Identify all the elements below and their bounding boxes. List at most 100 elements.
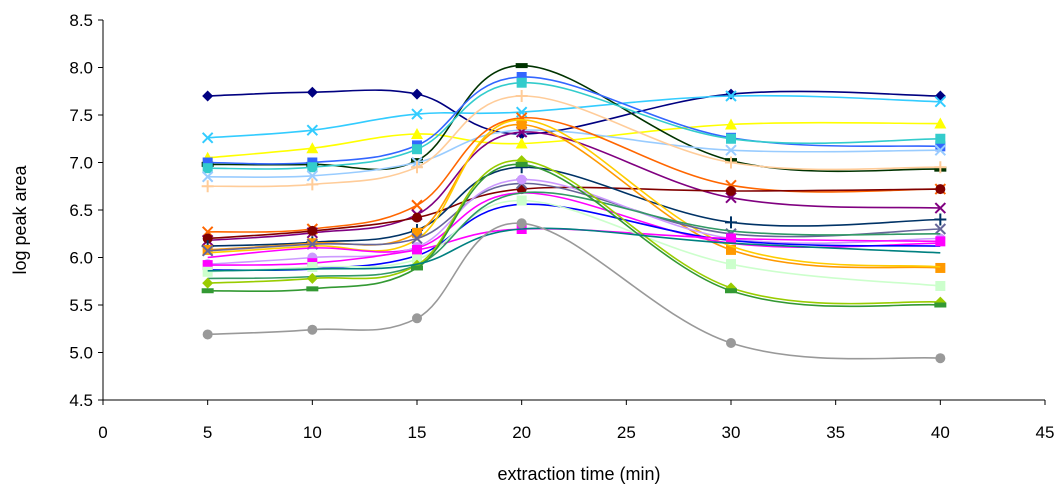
series-7 bbox=[201, 124, 947, 183]
series-21 bbox=[207, 191, 941, 280]
data-point bbox=[935, 133, 946, 144]
x-tick-label: 35 bbox=[826, 423, 845, 442]
data-point bbox=[726, 259, 736, 270]
data-point bbox=[411, 265, 423, 271]
data-point bbox=[307, 262, 318, 272]
data-point bbox=[411, 232, 423, 245]
data-point bbox=[412, 254, 422, 265]
data-point bbox=[202, 233, 213, 244]
data-point bbox=[515, 161, 528, 167]
series-4 bbox=[201, 63, 947, 173]
data-point bbox=[306, 286, 319, 292]
data-point bbox=[516, 195, 527, 206]
data-point bbox=[725, 90, 737, 102]
x-tick-label: 5 bbox=[203, 423, 212, 442]
data-point bbox=[202, 90, 214, 102]
data-point bbox=[935, 141, 946, 152]
x-tick-label: 10 bbox=[303, 423, 322, 442]
data-point bbox=[412, 244, 422, 255]
data-point bbox=[725, 156, 737, 169]
data-point bbox=[935, 184, 946, 195]
data-point bbox=[306, 178, 319, 191]
data-point bbox=[202, 157, 213, 168]
data-point bbox=[411, 88, 423, 100]
series-line bbox=[207, 227, 941, 272]
series-20 bbox=[202, 195, 946, 291]
data-point bbox=[516, 72, 527, 82]
x-tick-label: 45 bbox=[1036, 423, 1054, 442]
x-tick-label: 20 bbox=[512, 423, 531, 442]
data-point bbox=[201, 180, 214, 193]
data-point bbox=[202, 163, 213, 174]
data-point bbox=[934, 213, 947, 226]
data-point bbox=[411, 158, 423, 164]
series-2 bbox=[201, 90, 947, 144]
data-point bbox=[935, 353, 946, 364]
data-point bbox=[411, 199, 423, 211]
series-6 bbox=[202, 77, 946, 174]
data-point bbox=[726, 338, 736, 348]
data-point bbox=[306, 170, 319, 182]
data-point bbox=[934, 202, 947, 214]
x-tick-label: 25 bbox=[617, 423, 636, 442]
data-point bbox=[725, 88, 737, 100]
series-14 bbox=[207, 118, 941, 268]
series-line bbox=[207, 94, 941, 139]
data-point bbox=[934, 90, 946, 102]
data-point bbox=[306, 142, 319, 154]
series-line bbox=[207, 118, 941, 268]
series-16 bbox=[207, 192, 941, 259]
data-point bbox=[725, 144, 737, 156]
series-25 bbox=[202, 218, 946, 364]
data-point bbox=[515, 63, 528, 69]
y-tick-label: 5.0 bbox=[69, 344, 93, 363]
data-point bbox=[726, 186, 736, 196]
y-tick-label: 6.5 bbox=[69, 201, 93, 220]
series-17 bbox=[202, 174, 946, 270]
data-point bbox=[202, 266, 213, 277]
data-point bbox=[935, 236, 946, 247]
x-axis-title: extraction time (min) bbox=[497, 464, 660, 484]
y-tick-label: 7.5 bbox=[69, 106, 93, 125]
data-point bbox=[201, 132, 214, 144]
series-11 bbox=[202, 184, 946, 244]
y-tick-label: 7.0 bbox=[69, 154, 93, 173]
data-point bbox=[515, 90, 528, 102]
data-point bbox=[306, 86, 318, 98]
data-point bbox=[202, 260, 213, 271]
data-point bbox=[934, 302, 947, 308]
data-point bbox=[516, 77, 527, 88]
data-point bbox=[516, 174, 527, 185]
data-point bbox=[201, 245, 214, 257]
y-tick-label: 8.5 bbox=[69, 11, 93, 30]
data-point bbox=[934, 144, 947, 156]
x-tick-label: 30 bbox=[722, 423, 741, 442]
data-point bbox=[935, 281, 946, 291]
data-point bbox=[726, 244, 736, 255]
axes: 4.5 5.0 5.5 6.0 6.5 7.0 7.5 8.0 8.5 0 5 10 15 20 25 30 3… bbox=[69, 11, 1054, 442]
data-point bbox=[412, 144, 422, 155]
data-point bbox=[201, 171, 214, 183]
data-point bbox=[412, 227, 422, 238]
x-tick-label: 40 bbox=[931, 423, 950, 442]
data-point bbox=[411, 128, 423, 139]
data-point bbox=[934, 161, 947, 174]
data-point bbox=[306, 124, 319, 136]
y-tick-label: 5.5 bbox=[69, 296, 93, 315]
series-layer bbox=[201, 63, 947, 364]
data-point bbox=[516, 119, 527, 130]
data-point bbox=[934, 223, 947, 235]
y-tick-label: 4.5 bbox=[69, 391, 93, 410]
series-8 bbox=[201, 90, 947, 193]
data-point bbox=[934, 95, 947, 108]
data-point bbox=[202, 277, 214, 289]
series-24 bbox=[207, 227, 941, 272]
x-tick-label: 0 bbox=[98, 423, 107, 442]
data-point bbox=[725, 118, 737, 130]
data-point bbox=[935, 262, 946, 273]
data-point bbox=[307, 225, 318, 236]
y-tick-label: 8.0 bbox=[69, 59, 93, 78]
data-point bbox=[201, 288, 214, 294]
data-point bbox=[725, 288, 737, 294]
data-point bbox=[411, 161, 423, 174]
